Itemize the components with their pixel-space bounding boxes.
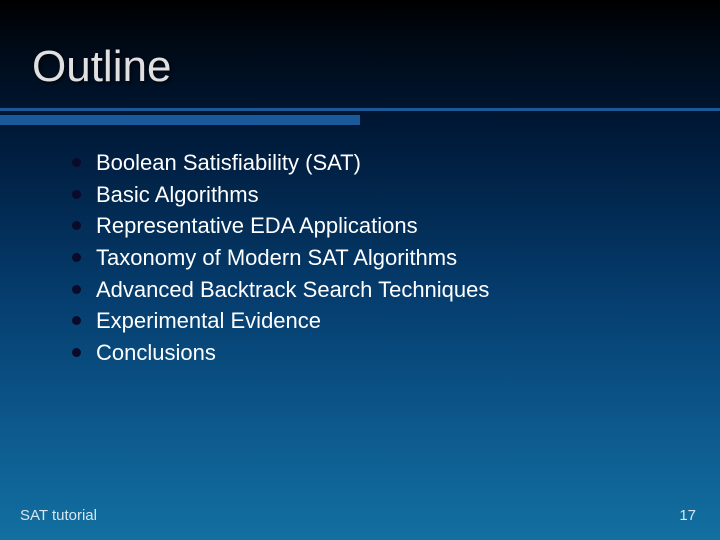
bullet-item: Experimental Evidence [72, 306, 489, 336]
divider-line-top [0, 108, 720, 111]
slide-title: Outline [32, 42, 171, 92]
bullet-item: Representative EDA Applications [72, 211, 489, 241]
bullet-item: Basic Algorithms [72, 180, 489, 210]
bullet-item: Boolean Satisfiability (SAT) [72, 148, 489, 178]
divider [0, 108, 720, 125]
footer-label: SAT tutorial [20, 507, 97, 524]
bullet-list: Boolean Satisfiability (SAT) Basic Algor… [72, 148, 489, 370]
divider-bar-bottom [0, 115, 360, 125]
page-number: 17 [679, 507, 696, 524]
bullet-item: Advanced Backtrack Search Techniques [72, 275, 489, 305]
slide: Outline Boolean Satisfiability (SAT) Bas… [0, 0, 720, 540]
bullet-item: Conclusions [72, 338, 489, 368]
bullet-item: Taxonomy of Modern SAT Algorithms [72, 243, 489, 273]
